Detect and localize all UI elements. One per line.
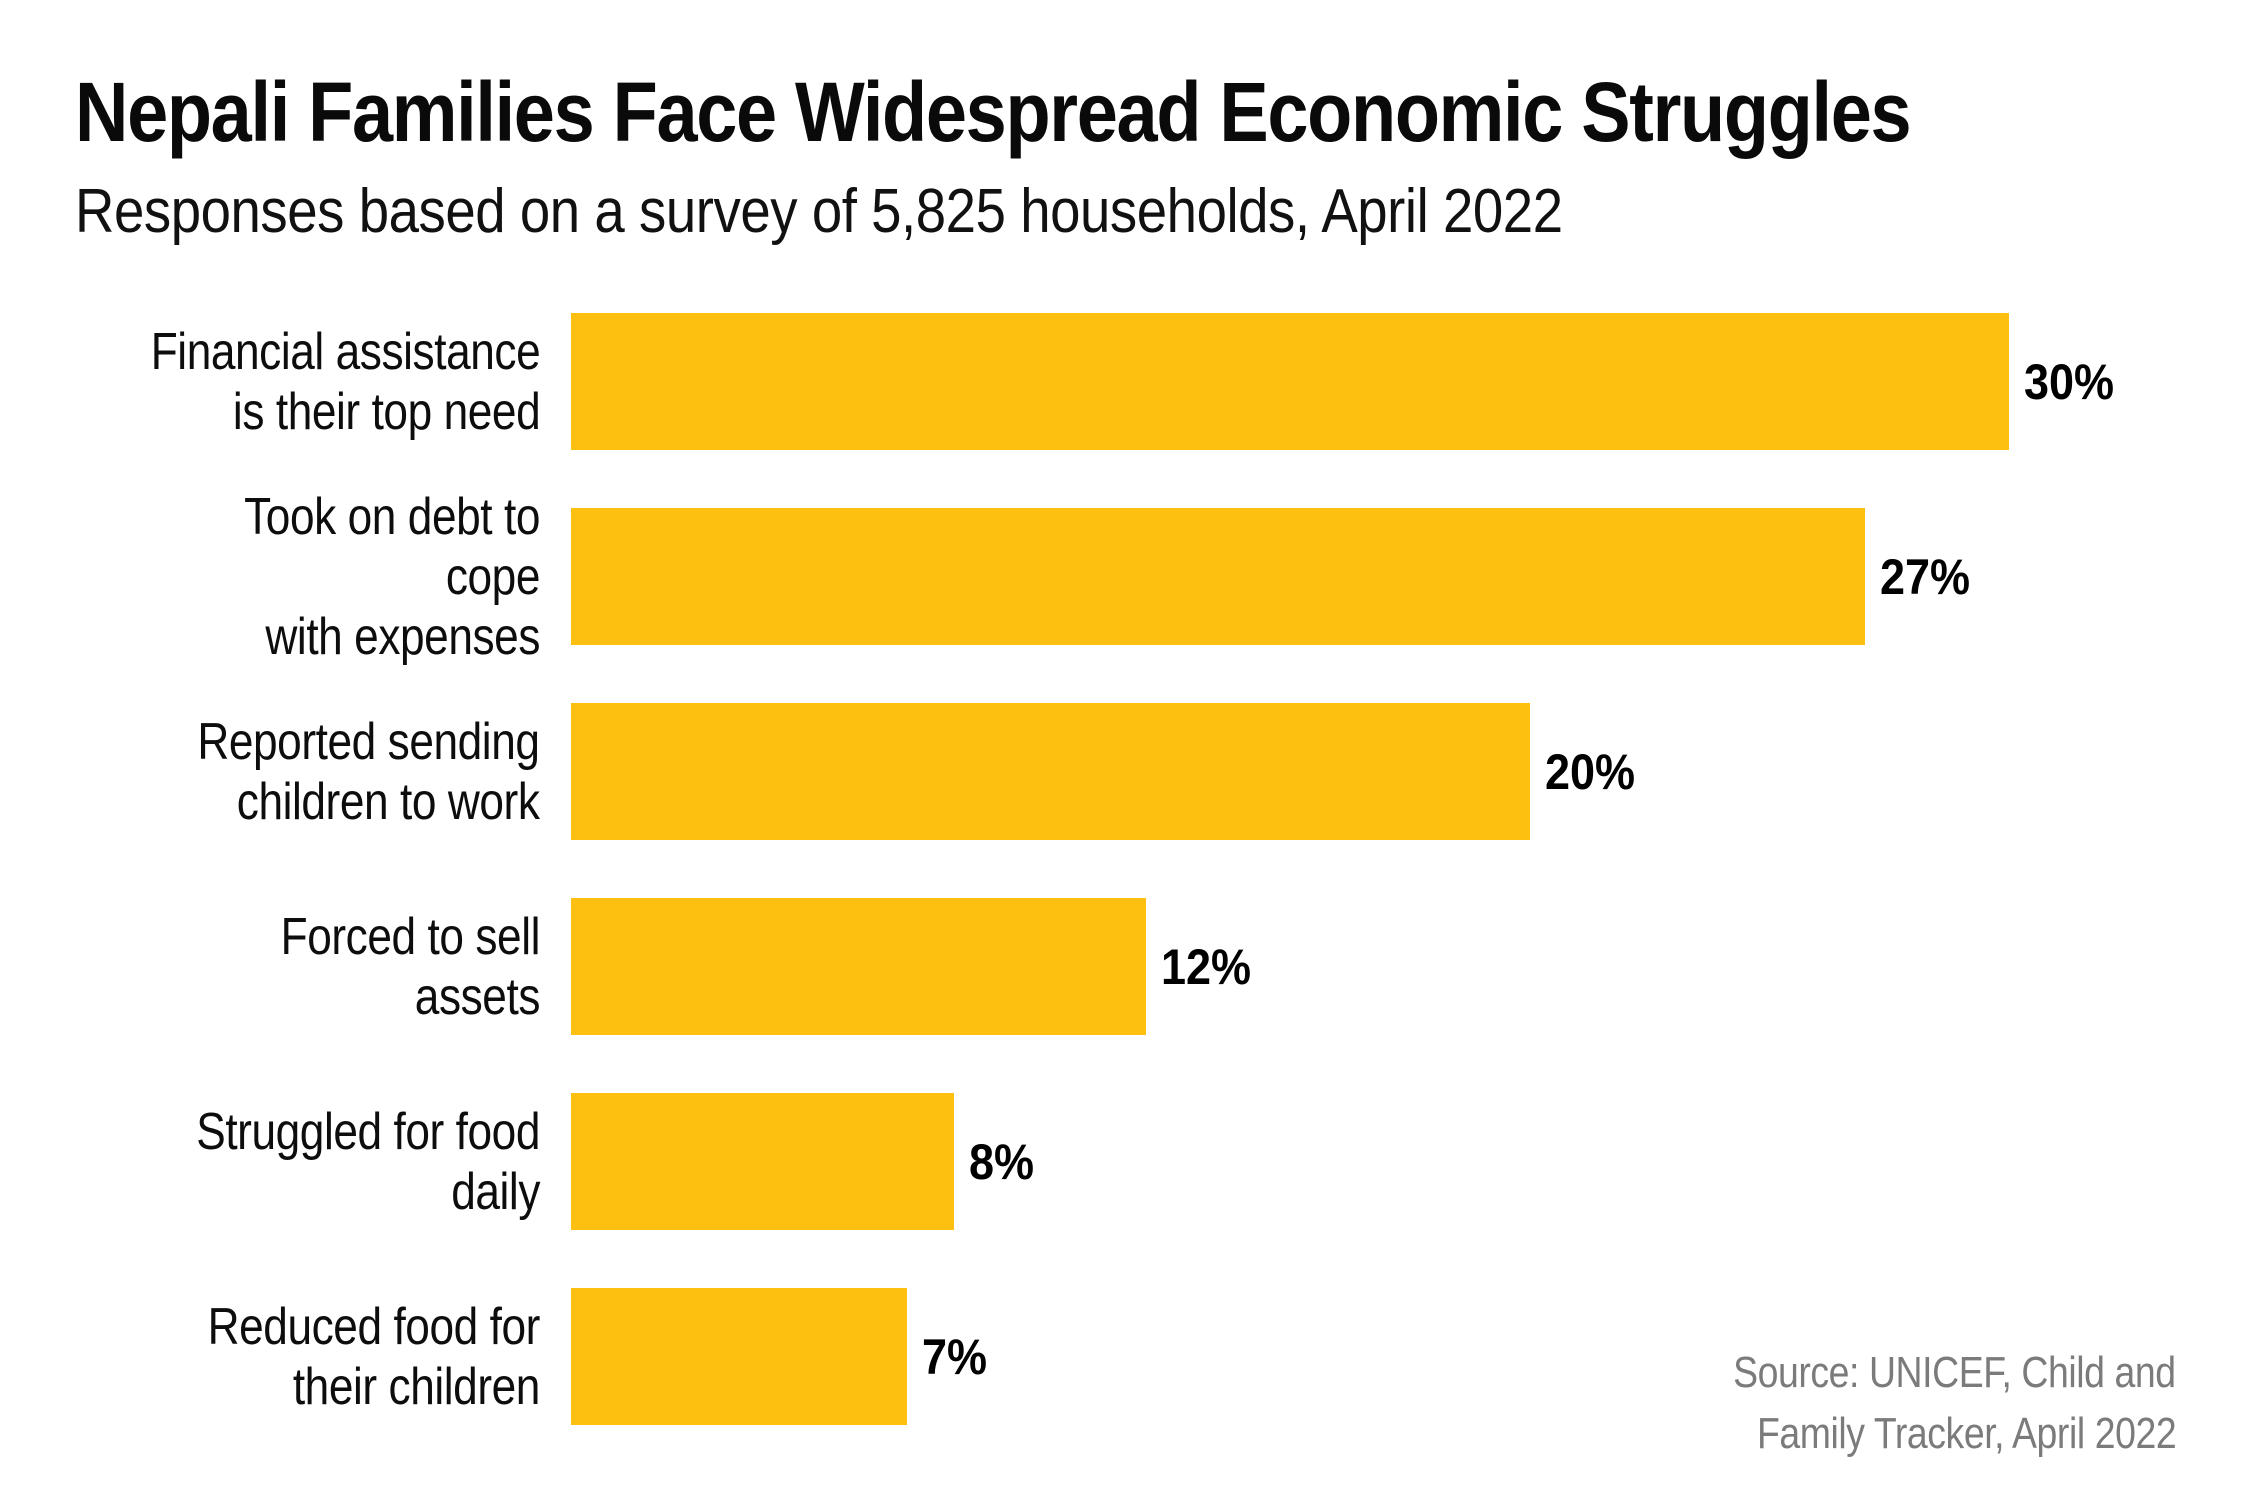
source-line-2: Family Tracker, April 2022	[1756, 1409, 2177, 1458]
category-label: Struggled for food daily	[75, 1102, 540, 1222]
value-label: 30%	[2024, 353, 2124, 411]
bar	[571, 1288, 907, 1425]
category-label-text: Reduced food for their children	[207, 1297, 541, 1416]
value-label: 12%	[1161, 938, 1261, 996]
category-label: Reported sending children to work	[75, 712, 541, 832]
bar-row: Reported sending children to work 20%	[75, 703, 2250, 840]
bar	[571, 508, 1865, 645]
bar-track: 27%	[571, 508, 2250, 645]
bar	[571, 1093, 954, 1230]
bar-track: 12%	[571, 898, 2250, 1035]
bar-track: 30%	[571, 313, 2250, 450]
bar-row: Took on debt to cope with expenses 27%	[75, 488, 2250, 666]
category-label: Financial assistance is their top need	[75, 322, 541, 442]
bar-row: Forced to sell assets 12%	[75, 898, 2250, 1035]
value-label-text: 30%	[2024, 353, 2115, 410]
value-label: 8%	[969, 1133, 1041, 1191]
chart-header: Nepali Families Face Widespread Economic…	[75, 64, 2185, 248]
value-label: 27%	[1880, 548, 1980, 606]
bar-row: Reduced food for their children 7%	[75, 1288, 2250, 1425]
value-label: 7%	[922, 1328, 994, 1386]
bar-row: Struggled for food daily 8%	[75, 1093, 2250, 1230]
chart-subtitle-text: Responses based on a survey of 5,825 hou…	[75, 177, 1563, 246]
value-label-text: 20%	[1545, 743, 1636, 800]
chart-subtitle: Responses based on a survey of 5,825 hou…	[75, 176, 2185, 248]
bar	[571, 898, 1146, 1035]
bar	[571, 703, 1530, 840]
bar-rows: Financial assistance is their top need 30%…	[75, 313, 2250, 1425]
category-label-text: Reported sending children to work	[197, 712, 541, 831]
bar-chart: Financial assistance is their top need 30%…	[75, 313, 2250, 1483]
category-label-text: Forced to sell assets	[280, 907, 541, 1026]
source-line-1: Source: UNICEF, Child and	[1733, 1348, 2176, 1397]
category-label: Reduced food for their children	[75, 1297, 541, 1417]
chart-title: Nepali Families Face Widespread Economic…	[75, 64, 2185, 160]
value-label-text: 7%	[922, 1328, 988, 1385]
category-label-text: Financial assistance is their top need	[150, 322, 541, 441]
category-label-text: Took on debt to cope with expenses	[244, 487, 540, 666]
value-label-text: 8%	[969, 1133, 1035, 1190]
value-label-text: 27%	[1880, 548, 1971, 605]
bar-track: 20%	[571, 703, 2250, 840]
bar	[571, 313, 2009, 450]
category-label-text: Struggled for food daily	[196, 1102, 540, 1221]
category-label: Forced to sell assets	[75, 907, 541, 1027]
value-label-text: 12%	[1161, 938, 1252, 995]
bar-track: 8%	[571, 1093, 2250, 1230]
bar-row: Financial assistance is their top need 30%	[75, 313, 2250, 450]
bar-track: 7%	[571, 1288, 2250, 1425]
chart-title-text: Nepali Families Face Widespread Economic…	[75, 65, 1912, 159]
value-label: 20%	[1545, 743, 1645, 801]
category-label: Took on debt to cope with expenses	[75, 487, 540, 667]
source-note: Source: UNICEF, Child and Family Tracker…	[1655, 1342, 2176, 1464]
